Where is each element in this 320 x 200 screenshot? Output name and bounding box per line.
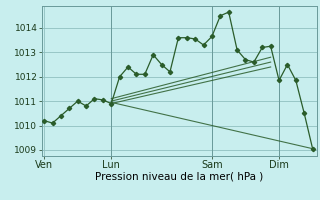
X-axis label: Pression niveau de la mer( hPa ): Pression niveau de la mer( hPa ) <box>95 172 263 182</box>
